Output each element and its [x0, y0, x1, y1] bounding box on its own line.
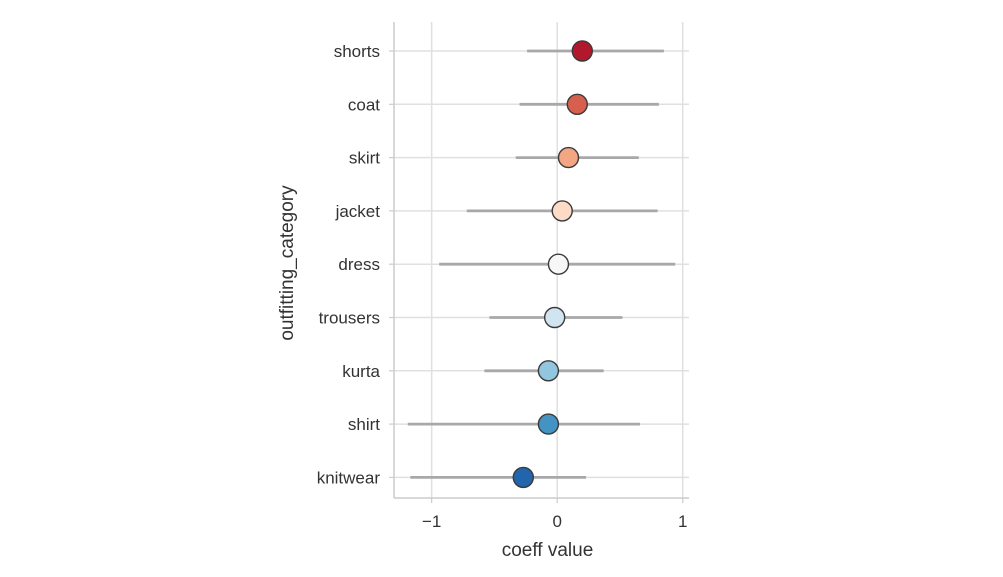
x-tick-labels: −1 0 1 [422, 512, 687, 531]
x-axis-label: coeff value [502, 540, 594, 561]
y-tick-label-trousers: trousers [319, 309, 380, 328]
x-tick-label: 1 [678, 512, 687, 531]
coefficient-points [512, 40, 593, 489]
y-tick-labels: shorts coat skirt jacket dress trousers kurta s… [317, 42, 381, 487]
point-shorts [571, 40, 593, 62]
point-dress [547, 253, 570, 275]
confidence-intervals [407, 49, 676, 479]
point-shirt [537, 413, 560, 435]
point-trousers [543, 306, 566, 329]
x-tick-label: 0 [552, 512, 561, 531]
x-tick-label: −1 [422, 512, 441, 531]
y-tick-label-dress: dress [338, 255, 380, 274]
y-tick-label-knitwear: knitwear [317, 468, 381, 487]
y-tick-label-shirt: shirt [348, 415, 380, 434]
y-tick-label-coat: coat [348, 95, 380, 114]
point-skirt [557, 146, 580, 169]
point-knitwear [512, 466, 534, 489]
point-jacket [551, 200, 573, 222]
y-tick-label-jacket: jacket [335, 202, 381, 221]
y-axis-label: outfitting_category [277, 185, 298, 341]
y-tick-label-kurta: kurta [342, 362, 380, 381]
point-coat [566, 93, 588, 116]
point-kurta [537, 360, 560, 382]
y-tick-label-skirt: skirt [349, 149, 380, 168]
y-tick-label-shorts: shorts [334, 42, 380, 61]
